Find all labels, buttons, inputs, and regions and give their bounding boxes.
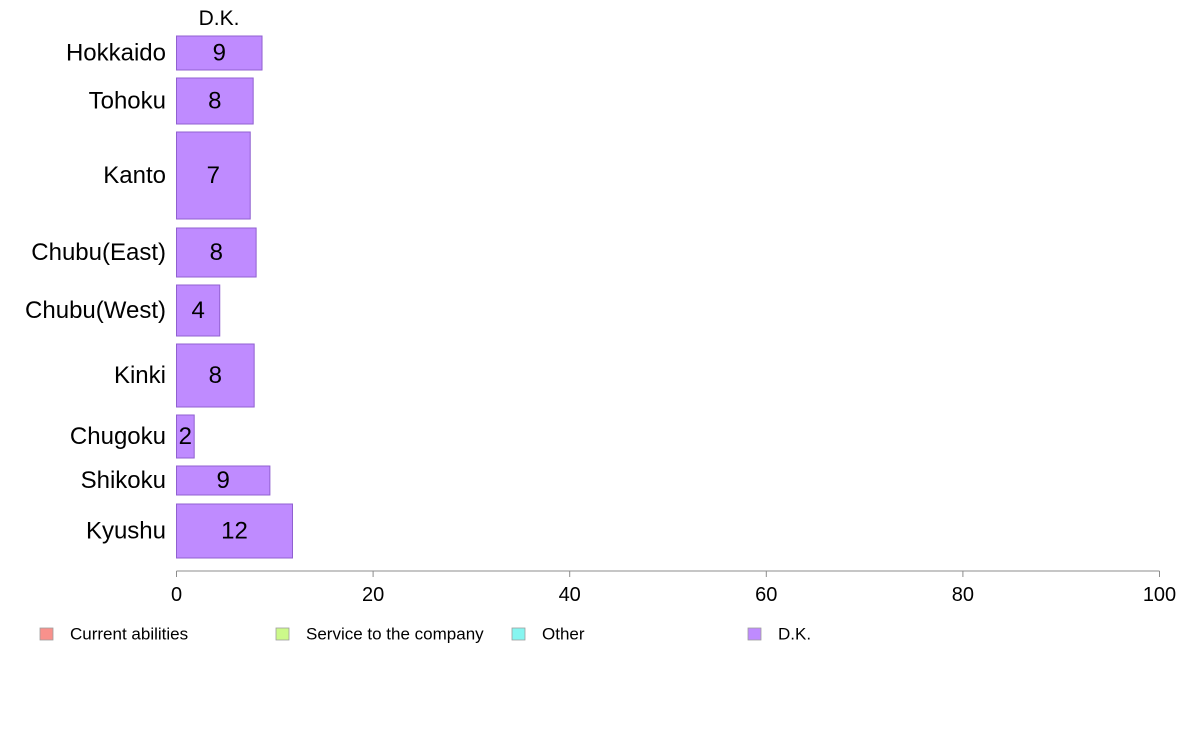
data-label: 12 xyxy=(221,518,248,545)
legend-swatch xyxy=(275,627,290,641)
x-tick-label: 40 xyxy=(559,584,581,606)
column-header: D.K. xyxy=(199,7,240,30)
category-label: Shikoku xyxy=(81,467,166,494)
data-label: 9 xyxy=(217,467,230,494)
category-label: Hokkaido xyxy=(66,40,166,67)
x-tick-label: 80 xyxy=(952,584,974,606)
bar xyxy=(176,343,255,408)
category-label: Chubu(West) xyxy=(25,297,166,324)
bar xyxy=(176,131,251,220)
category-label: Chugoku xyxy=(70,423,166,450)
x-tick-label: 100 xyxy=(1143,584,1176,606)
data-label: 8 xyxy=(208,88,221,115)
bar xyxy=(176,284,221,337)
category-label: Kinki xyxy=(114,362,166,389)
category-label: Tohoku xyxy=(89,88,166,115)
category-label: Kanto xyxy=(103,162,166,189)
data-label: 8 xyxy=(210,239,223,266)
legend-swatch xyxy=(39,627,54,641)
category-label: Kyushu xyxy=(86,518,166,545)
x-tick-label: 20 xyxy=(362,584,384,606)
data-label: 8 xyxy=(209,362,222,389)
bar xyxy=(176,465,271,496)
data-label: 2 xyxy=(179,423,192,450)
x-tick-label: 60 xyxy=(755,584,777,606)
data-label: 9 xyxy=(213,40,226,67)
bar xyxy=(176,227,257,278)
bar xyxy=(176,77,254,125)
category-label: Chubu(East) xyxy=(31,239,166,266)
legend-label: Current abilities xyxy=(70,625,188,644)
x-tick-label: 0 xyxy=(171,584,182,606)
data-label: 7 xyxy=(207,162,220,189)
bar xyxy=(176,35,263,71)
bar xyxy=(176,503,293,559)
legend-swatch xyxy=(747,627,762,641)
legend-label: D.K. xyxy=(778,625,811,644)
data-label: 4 xyxy=(191,297,204,324)
legend-swatch xyxy=(511,627,526,641)
legend-label: Other xyxy=(542,625,585,644)
bar xyxy=(176,414,195,459)
legend-label: Service to the company xyxy=(306,625,484,644)
